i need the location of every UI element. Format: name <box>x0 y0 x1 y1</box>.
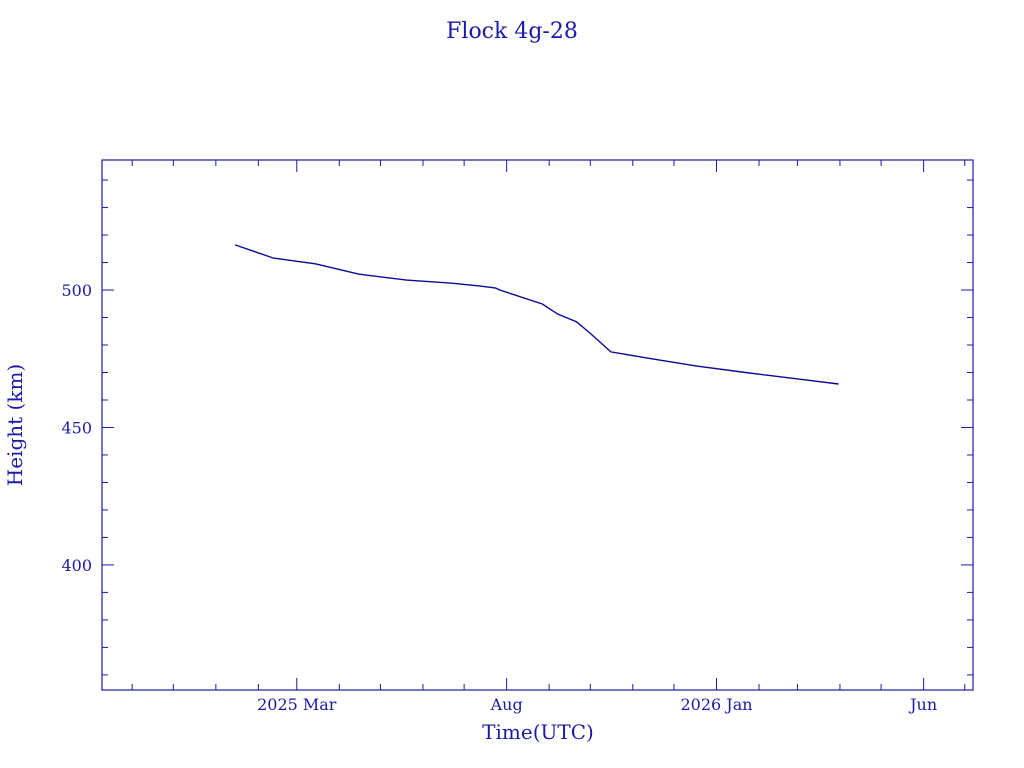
x-tick-label: Jun <box>908 695 937 714</box>
plot-frame <box>101 159 974 691</box>
x-tick-label: 2026 Jan <box>680 695 752 714</box>
y-tick-label: 450 <box>61 418 92 437</box>
y-axis-label: Height (km) <box>3 364 27 486</box>
x-tick-label: 2025 Mar <box>257 695 337 714</box>
y-tick-label: 400 <box>61 556 92 575</box>
x-axis-label: Time(UTC) <box>482 720 594 744</box>
x-tick-label: Aug <box>490 695 523 714</box>
height-series-line <box>234 244 839 385</box>
y-tick-label: 500 <box>61 281 92 300</box>
chart-title: Flock 4g-28 <box>446 19 578 44</box>
